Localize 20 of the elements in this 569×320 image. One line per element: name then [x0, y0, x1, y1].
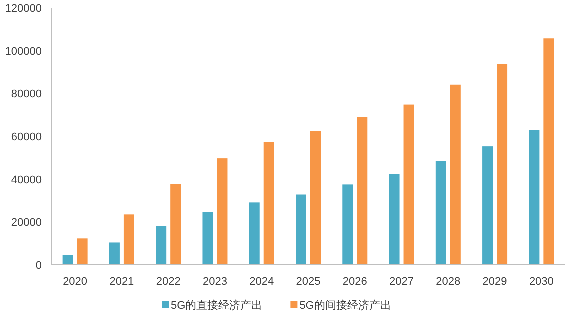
y-tick-label: 120000 — [5, 3, 42, 15]
x-tick-label: 2020 — [63, 276, 88, 288]
x-tick-label: 2024 — [250, 276, 274, 288]
y-tick-label: 0 — [36, 260, 42, 272]
legend-label: 5G的直接经济产出 — [171, 299, 263, 312]
x-tick-label: 2026 — [342, 276, 368, 288]
y-tick-label: 20000 — [11, 217, 42, 230]
x-tick-label: 2021 — [110, 276, 134, 288]
x-tick-label: 2029 — [482, 276, 508, 288]
y-tick-label: 60000 — [11, 132, 42, 144]
x-tick-label: 2023 — [202, 276, 228, 288]
x-tick-label: 2025 — [296, 276, 321, 288]
x-tick-label: 2030 — [529, 276, 554, 288]
legend-label: 5G的间接经济产出 — [300, 299, 392, 312]
y-tick-label: 80000 — [11, 88, 42, 101]
y-tick-label: 40000 — [11, 174, 42, 186]
x-tick-label: 2027 — [390, 276, 414, 288]
x-tick-label: 2028 — [436, 276, 461, 288]
x-tick-label: 2022 — [156, 276, 181, 288]
y-tick-label: 100000 — [5, 46, 42, 58]
